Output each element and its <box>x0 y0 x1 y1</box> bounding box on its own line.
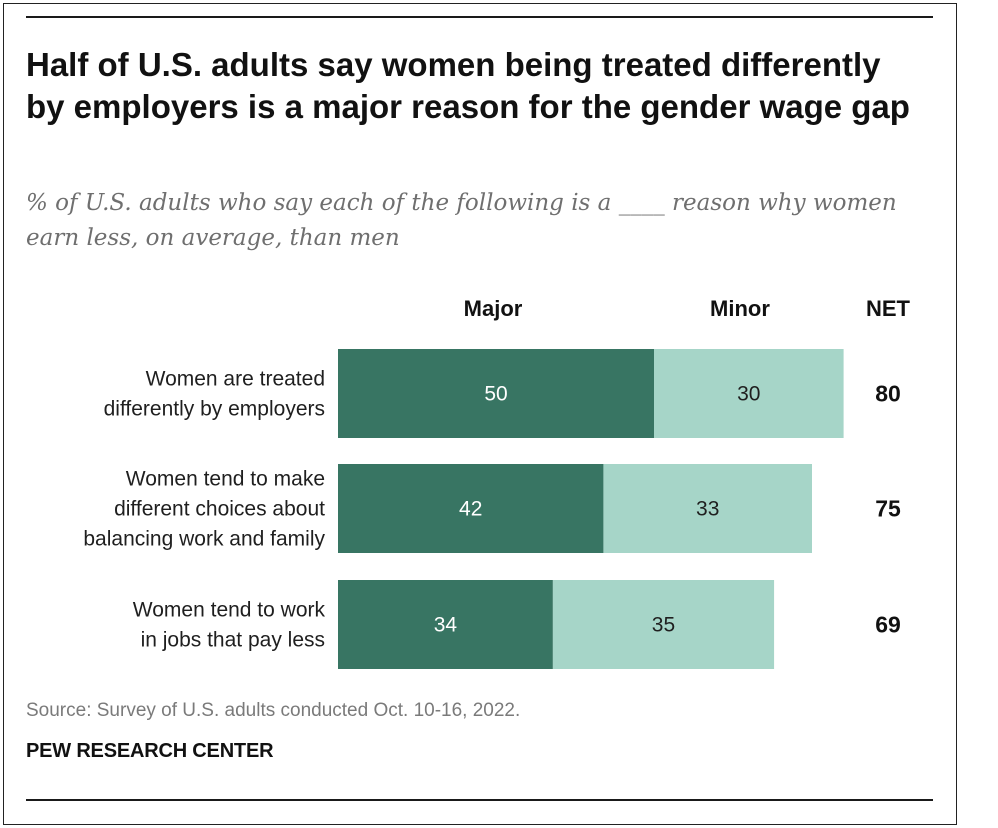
data-label-major: 34 <box>434 614 458 637</box>
stacked-bar-chart: Major Minor NET Women are treated different… <box>83 296 911 669</box>
data-label-major: 42 <box>459 498 482 521</box>
category-label: Women are treated differently by employer… <box>104 368 325 421</box>
chart-row: Women tend to make different choices abou… <box>83 464 901 553</box>
column-header-net: NET <box>866 296 911 321</box>
net-value: 75 <box>875 496 901 522</box>
net-value: 69 <box>875 612 901 638</box>
bar-major <box>338 580 553 669</box>
bar-minor <box>654 349 844 438</box>
data-label-minor: 35 <box>652 614 675 637</box>
bottom-rule <box>26 799 933 801</box>
net-value: 80 <box>875 381 901 407</box>
column-header-minor: Minor <box>710 296 770 321</box>
column-header-major: Major <box>464 296 523 321</box>
bar-major <box>338 349 654 438</box>
bar-minor <box>552 580 775 669</box>
category-label: Women tend to work in jobs that pay less <box>133 599 326 652</box>
data-label-minor: 30 <box>737 383 760 406</box>
category-label: Women tend to make different choices abou… <box>83 468 325 551</box>
chart-frame <box>3 3 957 825</box>
data-label-major: 50 <box>484 383 507 406</box>
data-label-minor: 33 <box>696 498 719 521</box>
chart-row: Women are treated differently by employer… <box>104 349 901 438</box>
column-headers: Major Minor NET <box>464 296 911 321</box>
bar-major <box>338 464 604 553</box>
brand-logo-text: PEW RESEARCH CENTER <box>26 740 274 762</box>
chart-title: Half of U.S. adults say women being trea… <box>26 46 910 125</box>
chart-rows: Women are treated differently by employer… <box>83 349 901 669</box>
bar-minor <box>603 464 812 553</box>
chart-subtitle: % of U.S. adults who say each of the fol… <box>26 190 897 251</box>
chart-row: Women tend to work in jobs that pay less 3… <box>133 580 901 669</box>
top-rule <box>26 16 933 18</box>
source-note: Source: Survey of U.S. adults conducted … <box>26 700 521 721</box>
